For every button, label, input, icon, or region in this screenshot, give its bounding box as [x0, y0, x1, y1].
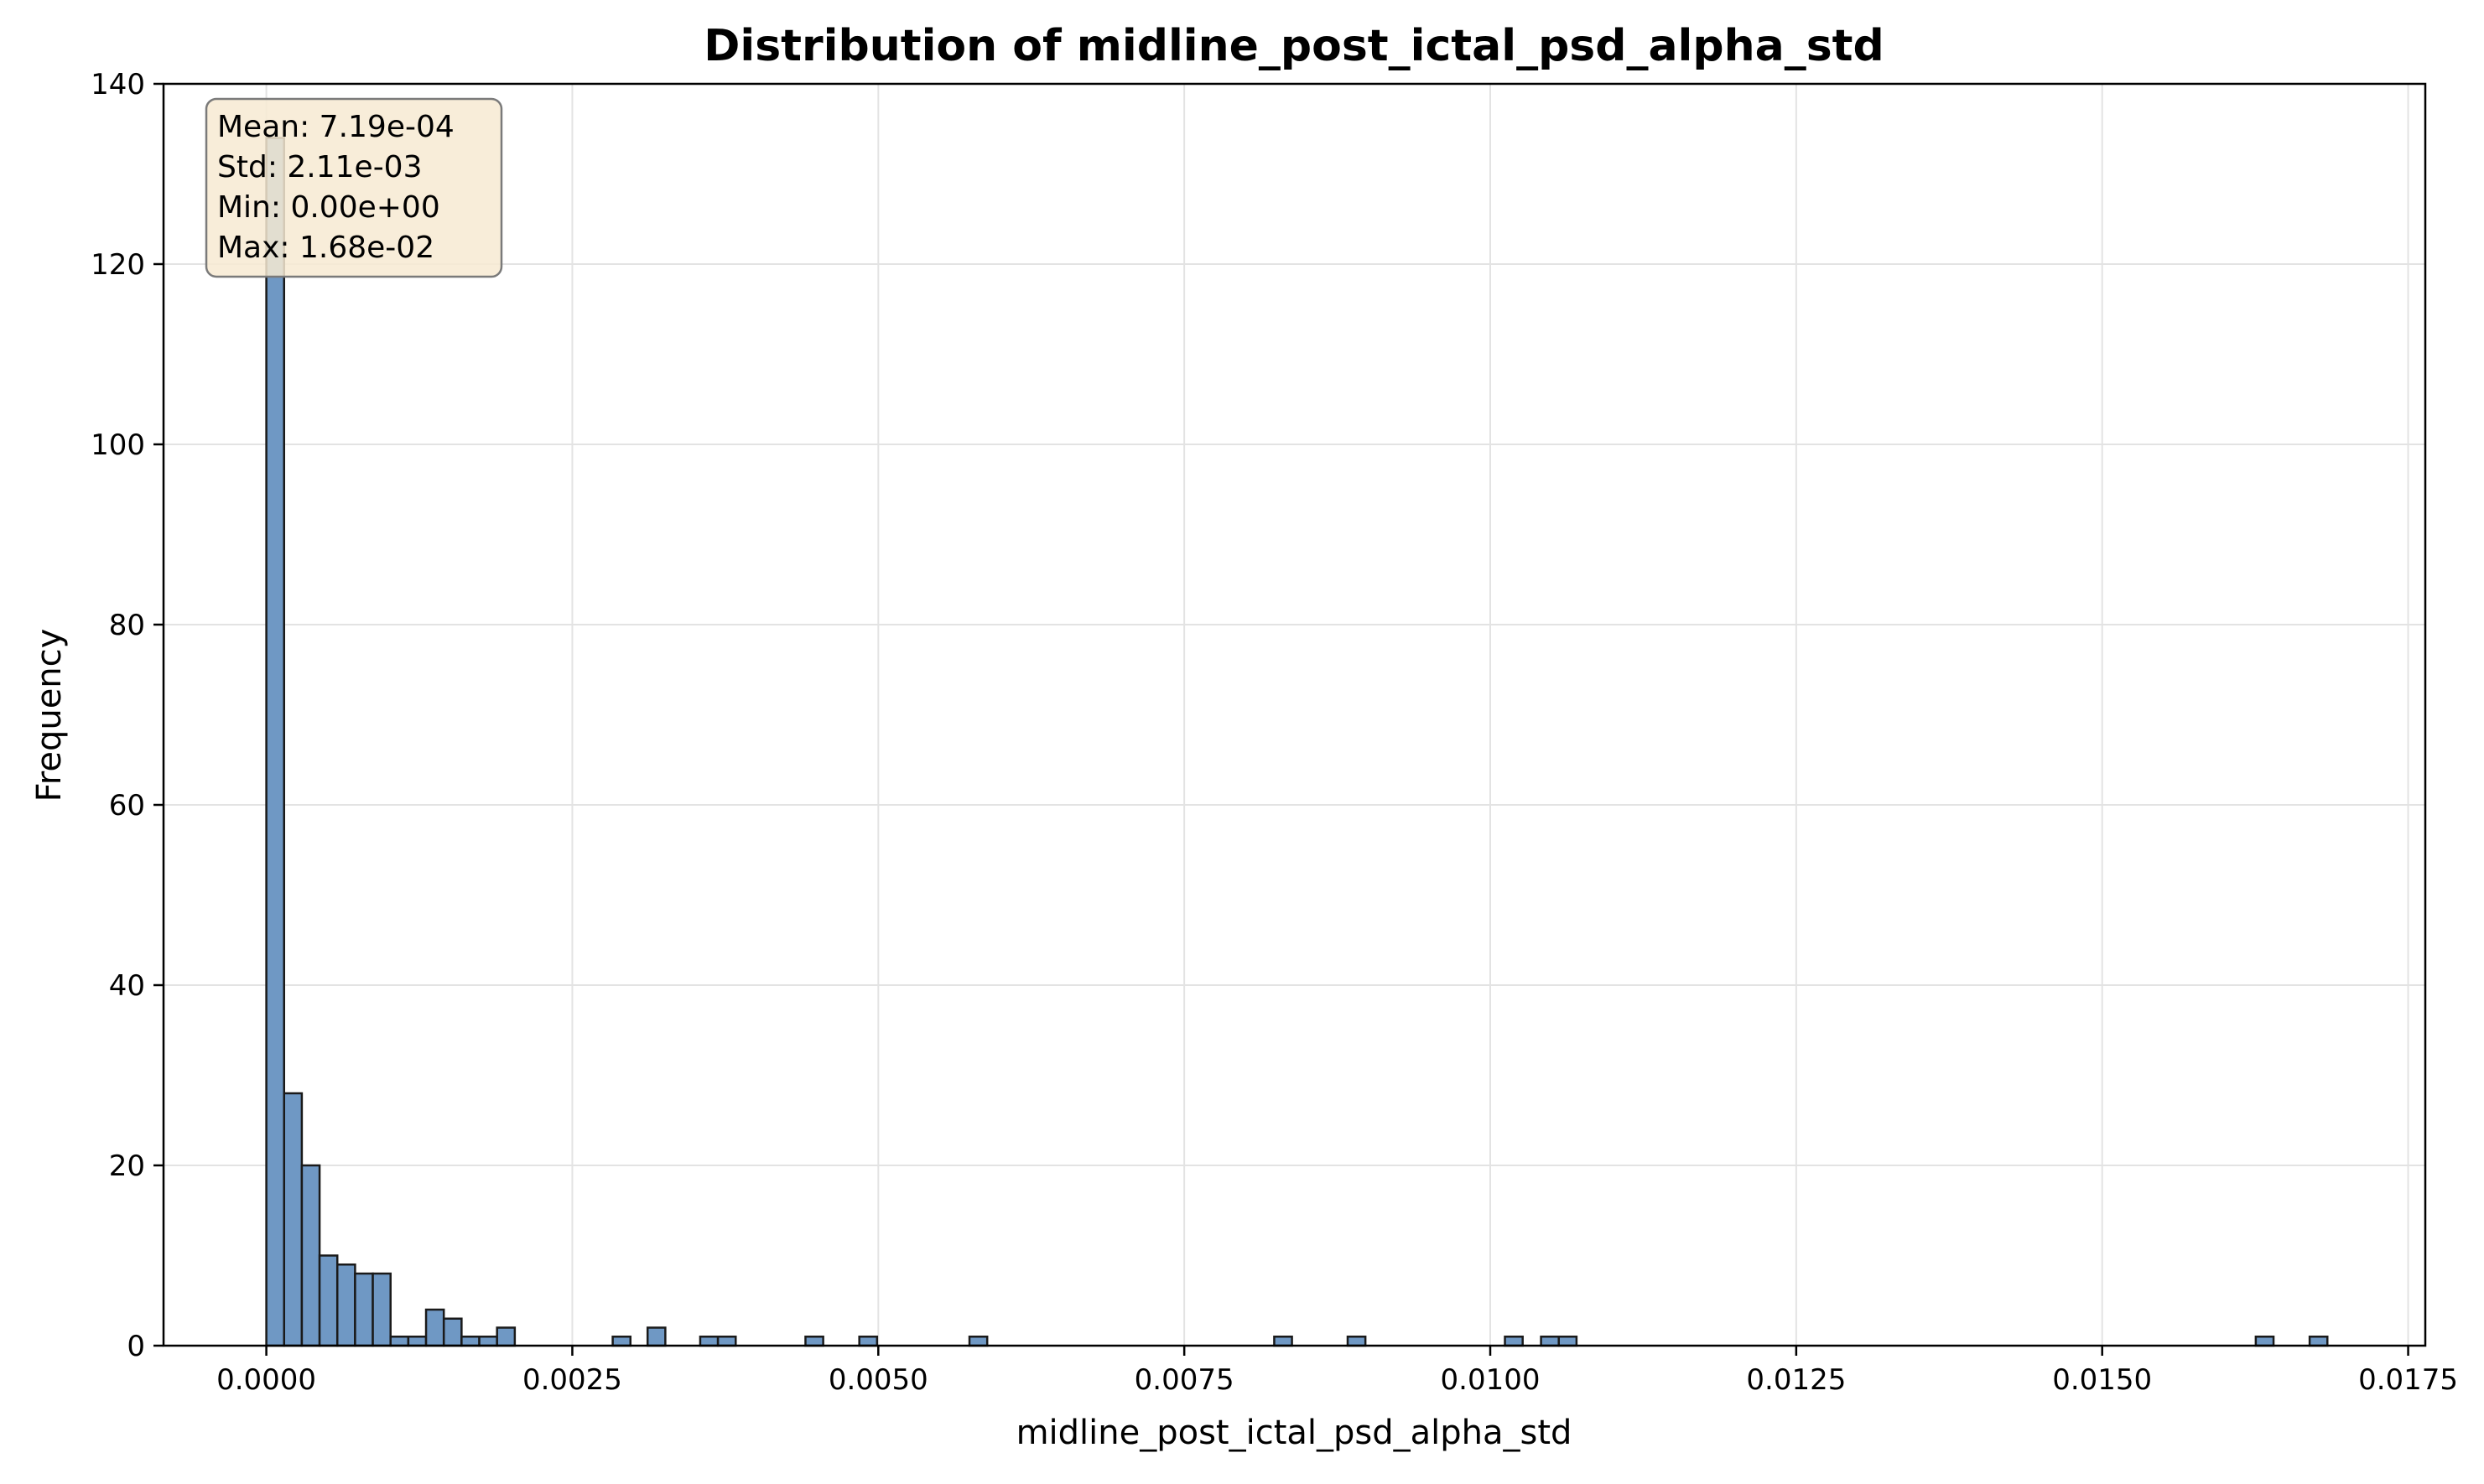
x-tick-label-0: 0.0000 [216, 1363, 316, 1397]
histogram-bar-5 [354, 1272, 374, 1347]
histogram-bar-7 [389, 1336, 410, 1347]
stats-line-std: Std: 2.11e-03 [217, 150, 423, 184]
x-axis-label: midline_post_ictal_psd_alpha_std [1016, 1414, 1572, 1452]
axis-ticks: 0.0000 0.0025 0.0050 0.0075 0.0100 0.0125 0.01… [91, 68, 2458, 1397]
y-tick-label-1: 20 [109, 1149, 145, 1183]
y-tick-label-7: 140 [91, 68, 145, 101]
histogram-bar-17 [716, 1336, 737, 1347]
x-tick-label-3: 0.0075 [1135, 1363, 1234, 1397]
stats-line-mean: Mean: 7.19e-04 [217, 110, 455, 144]
histogram-bar-24 [1540, 1336, 1560, 1347]
plot-frame [162, 82, 2427, 1347]
stats-box-background [205, 97, 503, 278]
x-tick-label-5: 0.0125 [1746, 1363, 1846, 1397]
histogram-bar-10 [442, 1317, 463, 1347]
histogram-bar-15 [646, 1326, 667, 1347]
x-tick-label-7: 0.0175 [2358, 1363, 2458, 1397]
x-tick-label-1: 0.0025 [522, 1363, 622, 1397]
x-tick-label-6: 0.0150 [2052, 1363, 2152, 1397]
histogram-bar-11 [460, 1336, 481, 1347]
chart-title: Distribution of midline_post_ictal_psd_a… [704, 21, 1884, 71]
histogram-bar-25 [1557, 1336, 1578, 1347]
stats-box: Mean: 7.19e-04 Std: 2.11e-03 Min: 0.00e+… [205, 97, 503, 278]
stats-line-min: Min: 0.00e+00 [217, 190, 440, 225]
histogram-bar-9 [424, 1308, 445, 1347]
y-tick-label-4: 80 [109, 609, 145, 642]
y-tick-label-2: 40 [109, 969, 145, 1003]
histogram-bar-22 [1346, 1336, 1367, 1347]
histogram-bar-13 [496, 1326, 517, 1347]
histogram-bar-14 [611, 1336, 632, 1347]
x-tick-label-2: 0.0050 [829, 1363, 928, 1397]
y-tick-label-6: 120 [91, 248, 145, 282]
histogram-bar-0 [265, 137, 286, 1347]
histogram-bar-1 [283, 1092, 304, 1347]
histogram-bar-16 [699, 1336, 720, 1347]
x-tick-label-4: 0.0100 [1441, 1363, 1541, 1397]
y-tick-label-3: 60 [109, 789, 145, 822]
histogram-bar-27 [2308, 1336, 2329, 1347]
histogram-bar-8 [407, 1336, 428, 1347]
y-axis-label: Frequency [30, 629, 69, 802]
histogram-bar-21 [1273, 1336, 1293, 1347]
y-tick-label-5: 100 [91, 428, 145, 462]
histogram-bar-18 [804, 1336, 824, 1347]
histogram-bar-3 [318, 1254, 339, 1347]
histogram-bar-23 [1504, 1336, 1524, 1347]
y-tick-label-0: 0 [127, 1330, 145, 1363]
histogram-bar-2 [300, 1164, 321, 1347]
histogram-bar-20 [968, 1336, 989, 1347]
histogram-bar-6 [372, 1272, 392, 1347]
histogram-bar-19 [858, 1336, 879, 1347]
stats-line-max: Max: 1.68e-02 [217, 231, 434, 265]
histogram-bar-26 [2254, 1336, 2275, 1347]
histogram-bar-12 [478, 1336, 498, 1347]
histogram-bar-4 [335, 1263, 356, 1347]
